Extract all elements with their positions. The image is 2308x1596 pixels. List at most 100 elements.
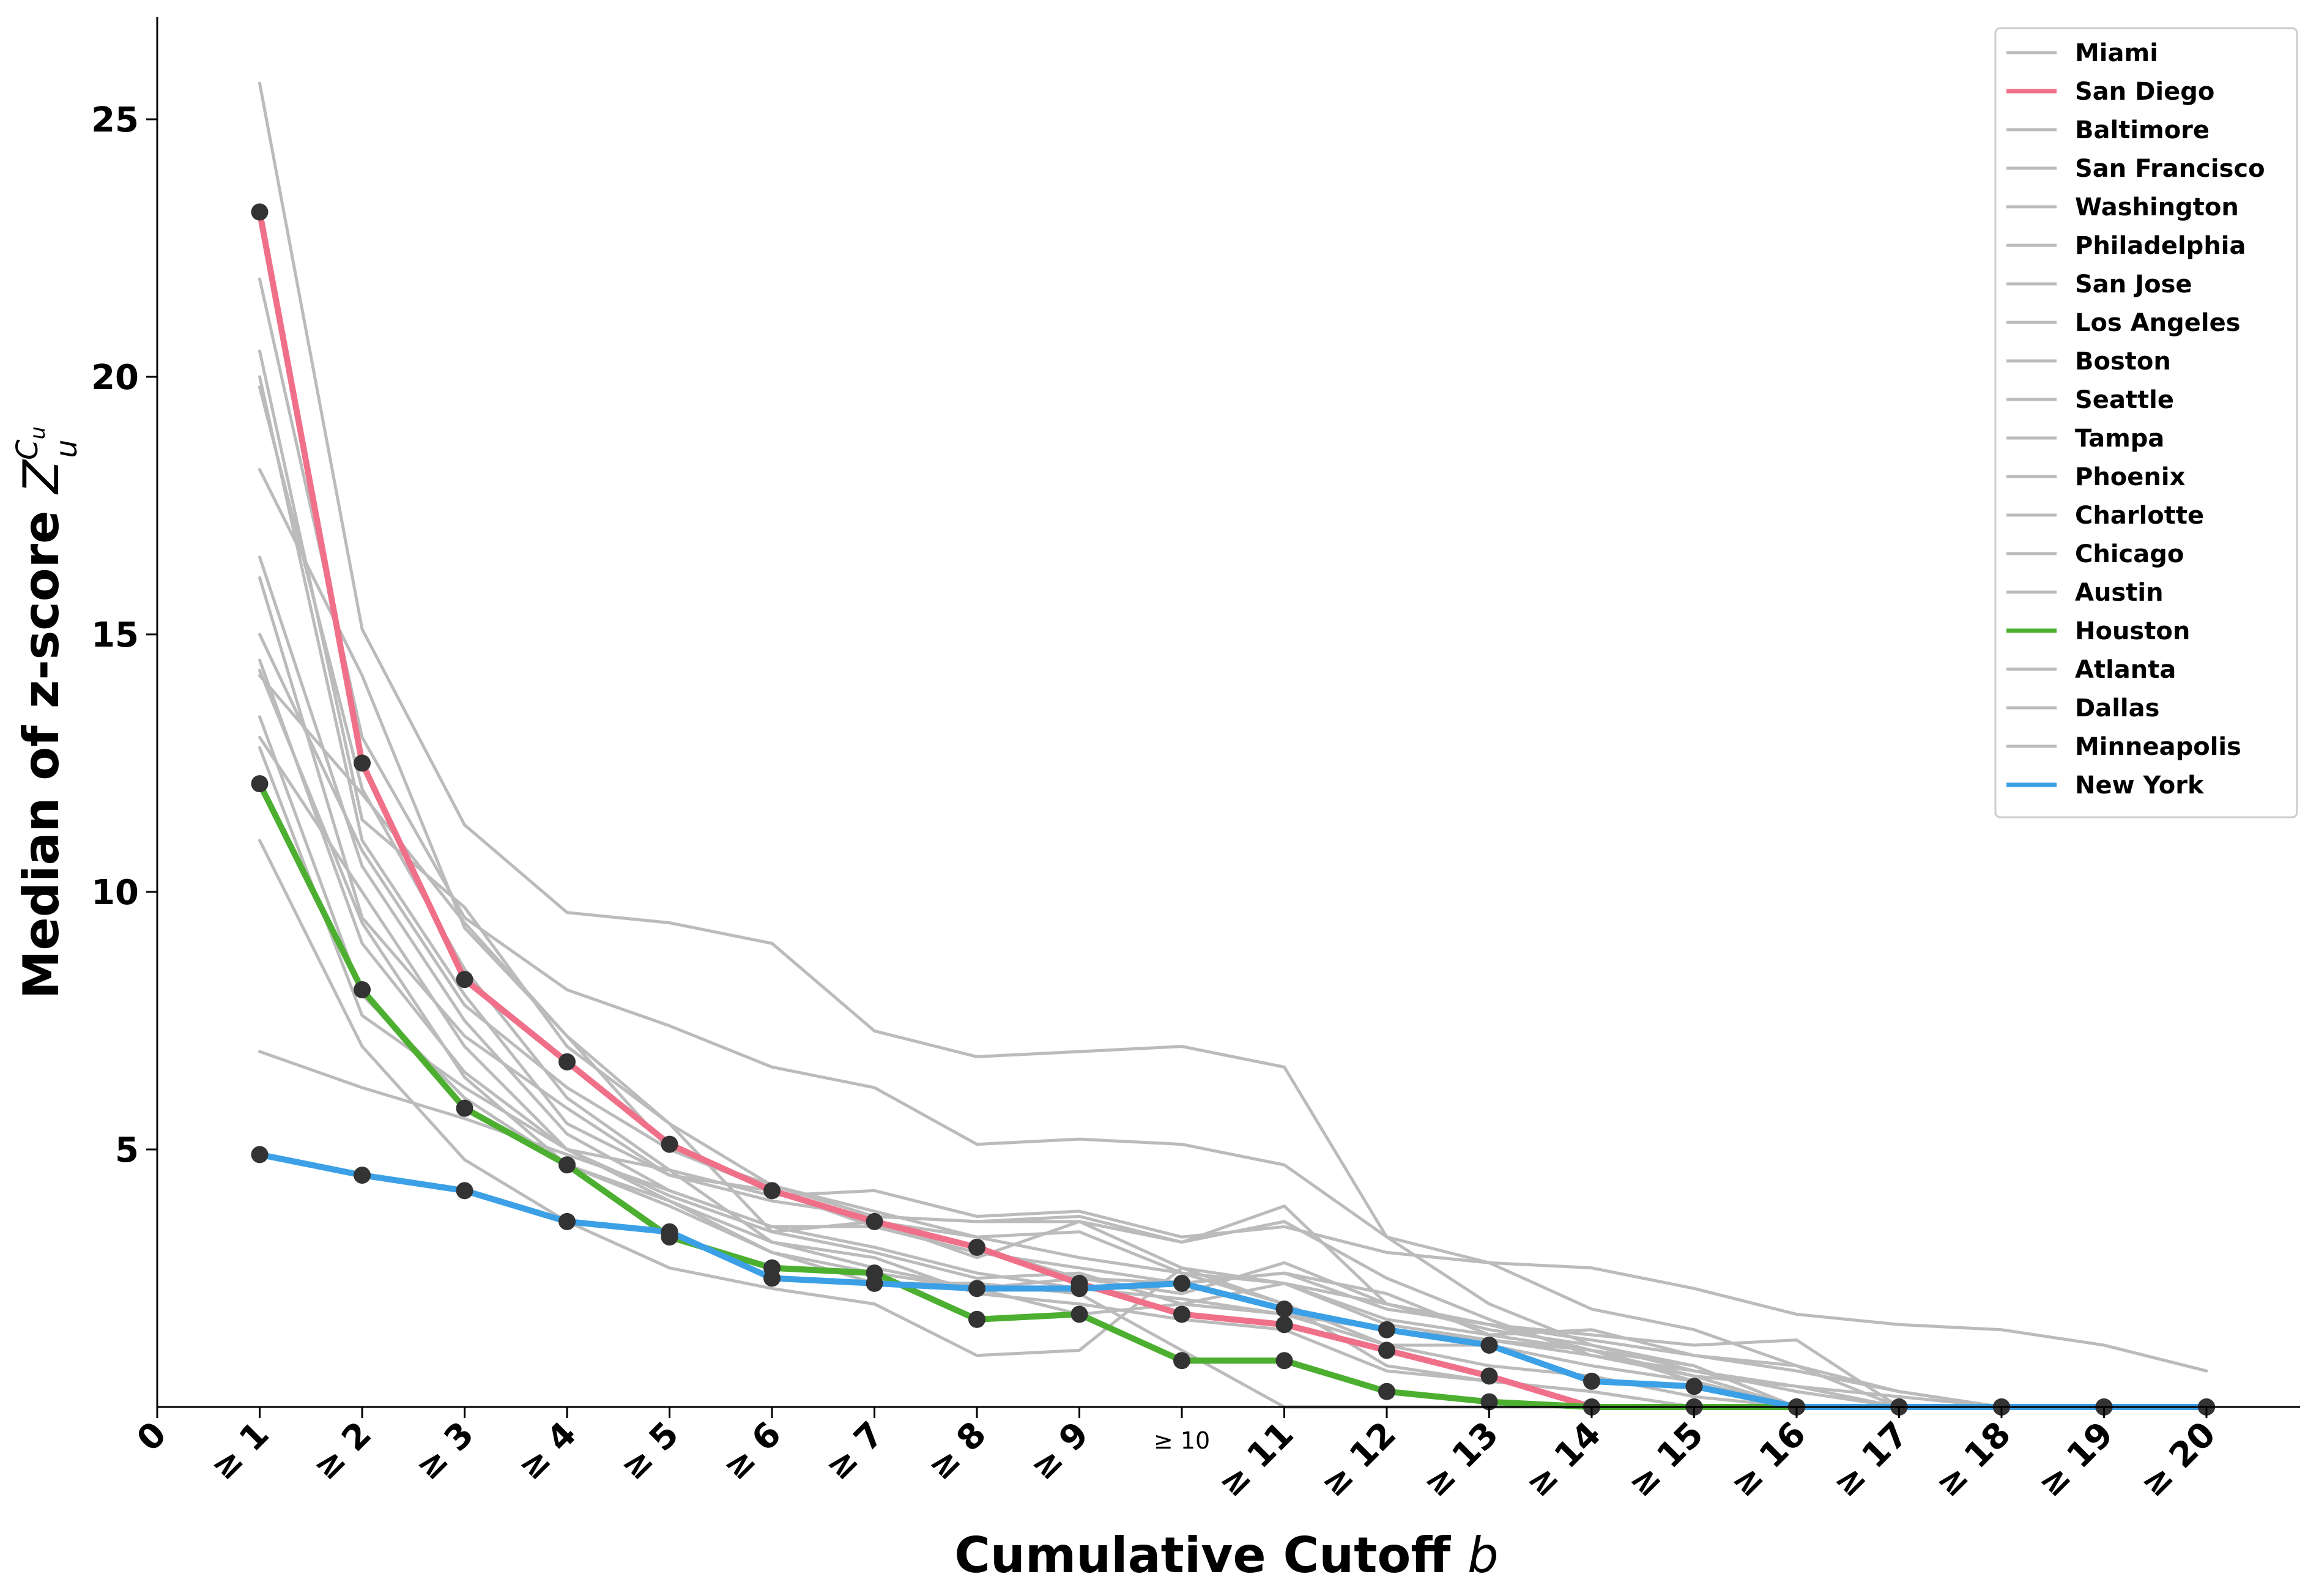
series-line-san-diego: [256, 209, 2210, 1410]
legend-label-san-francisco: San Francisco: [2075, 155, 2265, 183]
legend-label-austin: Austin: [2075, 579, 2164, 607]
x-tick-label: ≥ 8: [920, 1414, 993, 1488]
data-point-new-york: [558, 1212, 576, 1230]
series-line-charlotte: [258, 715, 2208, 1409]
legend-label-atlanta: Atlanta: [2075, 656, 2176, 684]
data-point-houston: [456, 1099, 473, 1117]
data-point-new-york: [354, 1167, 371, 1184]
data-point-new-york: [1173, 1274, 1190, 1292]
y-axis-title-symbol: Z: [13, 459, 70, 495]
y-axis-title-superscript-sub: u: [26, 426, 50, 440]
y-tick-label: 5: [115, 1130, 139, 1170]
legend-label-boston: Boston: [2075, 347, 2171, 376]
data-point-houston: [1071, 1305, 1088, 1323]
data-point-san-diego: [866, 1212, 883, 1230]
legend-label-phoenix: Phoenix: [2075, 463, 2186, 491]
series-line-san-francisco: [258, 349, 2208, 1409]
data-point-san-diego: [456, 971, 473, 989]
data-point-san-diego: [1480, 1367, 1498, 1385]
x-tick-label: ≥ 1: [203, 1414, 276, 1488]
series-line-minneapolis: [258, 633, 2208, 1409]
data-point-san-diego: [251, 203, 269, 221]
legend-label-houston: Houston: [2075, 617, 2190, 645]
y-axis-title-text: Median of z-score: [13, 494, 70, 999]
x-axis-title: Cumulative Cutoff b: [954, 1527, 1499, 1584]
y-tick-label: 10: [91, 873, 139, 913]
data-point-san-diego: [558, 1053, 576, 1071]
y-tick-label: 25: [91, 100, 139, 140]
y-tick-label: 20: [91, 358, 139, 398]
data-point-san-diego: [354, 754, 371, 772]
data-point-houston: [1378, 1383, 1395, 1400]
legend-label-tampa: Tampa: [2075, 425, 2164, 453]
data-point-new-york: [1685, 1378, 1703, 1395]
data-point-san-diego: [1173, 1305, 1190, 1323]
series-line-washington: [258, 375, 2208, 1409]
data-point-houston: [251, 775, 269, 793]
x-axis-title-text: Cumulative Cutoff: [954, 1527, 1468, 1584]
legend-label-dallas: Dallas: [2075, 694, 2159, 722]
legend-label-chicago: Chicago: [2075, 540, 2184, 568]
data-point-san-diego: [661, 1135, 678, 1153]
x-tick-label: ≥ 9: [1023, 1414, 1096, 1488]
legend-label-charlotte: Charlotte: [2075, 502, 2204, 530]
x-tick-label: ≥ 16: [1723, 1414, 1814, 1505]
series-line-houston: [256, 781, 2210, 1410]
x-axis-title-variable: b: [1468, 1527, 1499, 1584]
data-point-new-york: [763, 1269, 781, 1287]
series-line-boston: [258, 576, 2208, 1409]
x-tick-label: 0: [129, 1414, 174, 1460]
series-line-baltimore: [258, 277, 2208, 1373]
data-point-san-diego: [968, 1238, 985, 1256]
x-tick-label: ≥ 6: [715, 1414, 789, 1488]
x-tick-label: ≥ 4: [510, 1414, 584, 1488]
data-point-new-york: [968, 1280, 985, 1297]
x-tick-label: ≥ 15: [1620, 1414, 1711, 1505]
legend-label-seattle: Seattle: [2075, 386, 2174, 414]
legend-label-minneapolis: Minneapolis: [2075, 733, 2241, 761]
x-tick-label: ≥ 12: [1313, 1414, 1404, 1505]
series-line-san-jose: [258, 468, 2208, 1409]
x-tick-label: ≥ 11: [1211, 1414, 1301, 1505]
data-point-new-york: [1480, 1336, 1498, 1354]
legend-label-washington: Washington: [2075, 193, 2239, 221]
x-tick-label: ≥ 3: [408, 1414, 481, 1488]
data-point-new-york: [1071, 1280, 1088, 1297]
y-axis-title-subscript: u: [50, 439, 84, 458]
data-point-san-diego: [1275, 1316, 1293, 1334]
legend-label-philadelphia: Philadelphia: [2075, 232, 2246, 260]
data-point-new-york: [1275, 1301, 1293, 1318]
series-line-philadelphia: [258, 385, 2208, 1409]
x-tick-label: ≥ 2: [305, 1414, 379, 1488]
x-tick-label: ≥ 7: [818, 1414, 891, 1488]
data-point-houston: [968, 1310, 985, 1328]
data-point-new-york: [866, 1274, 883, 1292]
x-tick-label: ≥ 14: [1518, 1414, 1609, 1505]
legend-box: [1994, 27, 2298, 818]
series-markers: [251, 203, 2215, 1416]
legend-label-new-york: New York: [2075, 771, 2205, 800]
y-tick-label: 15: [91, 615, 139, 655]
data-point-houston: [558, 1156, 576, 1174]
data-point-new-york: [251, 1146, 269, 1164]
series-line-miami: [258, 81, 2208, 1409]
data-point-new-york: [1378, 1321, 1395, 1338]
x-tick-label: ≥ 20: [2133, 1414, 2224, 1505]
x-tick-label: ≥ 5: [613, 1414, 686, 1488]
legend: Miami San Diego Baltimore San Francisco Wash…: [1994, 27, 2298, 818]
data-point-new-york: [1583, 1372, 1600, 1390]
legend-label-miami: Miami: [2075, 39, 2158, 67]
legend-label-los-angeles: Los Angeles: [2075, 309, 2241, 337]
legend-label-san-jose: San Jose: [2075, 270, 2192, 299]
x-tick-label: ≥ 18: [1928, 1414, 2019, 1505]
x-tick-label: ≥ 13: [1416, 1414, 1506, 1505]
legend-label-baltimore: Baltimore: [2075, 116, 2210, 144]
data-point-houston: [1275, 1352, 1293, 1370]
data-point-houston: [1173, 1352, 1190, 1370]
y-axis-title: Median of z-score ZCuu: [10, 426, 84, 999]
data-point-new-york: [456, 1182, 473, 1200]
x-tick-label: ≥ 19: [2030, 1414, 2121, 1505]
y-axis-title-superscript: C: [10, 439, 45, 460]
